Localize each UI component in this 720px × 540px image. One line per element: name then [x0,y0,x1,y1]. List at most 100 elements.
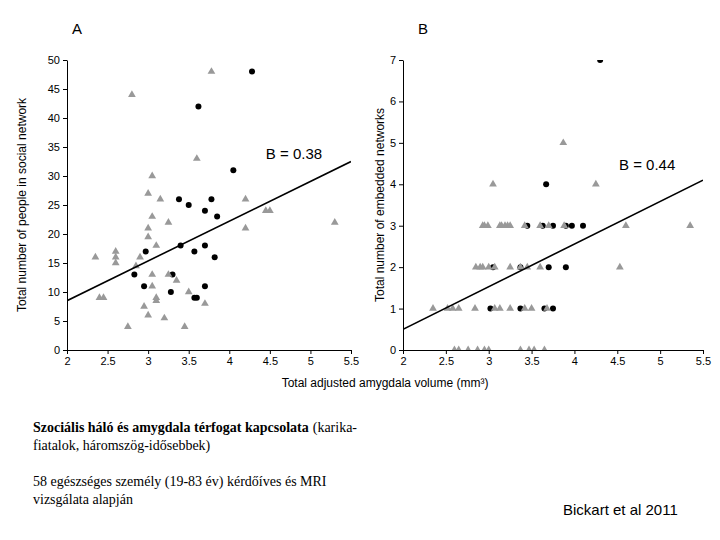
tick-label: 5.5 [344,355,359,367]
point-circle [212,254,218,260]
tick-mark [63,176,67,177]
point-triangle [165,270,173,277]
point-triangle [474,346,482,350]
point-triangle [100,293,108,300]
x-axis-line [404,350,704,351]
point-circle [569,223,575,229]
tick-mark [403,350,404,354]
tick-mark [703,350,704,354]
point-circle [563,264,569,270]
x-axis-line [68,350,352,351]
point-triangle [541,346,549,350]
tick-label: 0 [390,344,396,356]
point-triangle [506,304,514,311]
point-triangle [521,304,529,311]
point-triangle [536,263,544,270]
tick: 2 [400,350,406,367]
tick: 7 [390,54,403,66]
x-axis: 22.533.544.555.5 [64,350,359,367]
tick: 5 [390,137,403,149]
tick-label: 1 [390,303,396,315]
tick-mark [63,292,67,293]
tick-label: 10 [48,286,60,298]
tick-label: 45 [48,83,60,95]
point-triangle [181,322,189,329]
tick: 1 [390,303,403,315]
tick-label: 2 [390,261,396,273]
point-triangle [128,90,136,97]
point-triangle [242,195,250,202]
point-circle [580,223,586,229]
tick-mark [63,147,67,148]
tick-label: 7 [390,54,396,66]
point-triangle [148,282,156,289]
point-triangle [506,221,514,228]
y-axis-line [403,61,404,351]
y-axis-line [67,61,68,351]
x-axis-title: Total adjusted amygdala volume (mm³) [282,376,489,390]
tick-mark [310,350,311,354]
point-triangle [185,288,193,295]
x-axis: 22.533.544.555.5 [400,350,711,367]
tick: 3.5 [524,350,539,367]
point-triangle [521,221,529,228]
point-circle [131,272,137,278]
tick: 45 [48,83,67,95]
point-triangle [136,253,144,260]
regression-line [67,162,351,301]
point-triangle [124,322,132,329]
point-triangle [152,241,160,248]
tick-label: 2.5 [100,355,115,367]
tick: 2 [64,350,70,367]
tick-label: 0 [54,344,60,356]
point-triangle [112,253,120,260]
tick-mark [63,205,67,206]
y-axis-title: Total number of people in social network [15,97,29,312]
tick-mark [399,267,403,268]
tick-mark [399,60,403,61]
point-triangle [266,206,274,213]
tick-label: 4 [572,355,578,367]
caption-line: Szociális háló és amygdala térfogat kapc… [33,420,357,436]
citation: Bickart et al 2011 [563,501,678,518]
point-triangle [491,263,499,270]
tick: 2.5 [100,350,115,367]
tick: 4 [572,350,578,367]
tick-label: 20 [48,228,60,240]
point-circle [208,196,214,202]
point-triangle [429,304,437,311]
tick: 10 [48,286,67,298]
tick-mark [399,226,403,227]
regression-line [403,180,703,329]
point-triangle [560,221,568,228]
point-triangle [144,224,152,231]
tick-mark [399,101,403,102]
point-triangle [156,195,164,202]
tick-label: 5 [658,355,664,367]
tick-label: 15 [48,257,60,269]
tick-mark [63,234,67,235]
tick-mark [63,350,67,351]
tick-label: 2.5 [439,355,454,367]
tick-mark [532,350,533,354]
point-triangle [545,221,553,228]
point-triangle [616,263,624,270]
tick: 3 [390,220,403,232]
tick-label: 4.5 [610,355,625,367]
tick-mark [63,321,67,322]
point-circle [191,248,197,254]
tick: 15 [48,257,67,269]
point-circle [550,306,556,312]
tick-mark [229,350,230,354]
point-circle [214,214,220,220]
plot-area [403,60,703,350]
point-triangle [144,232,152,239]
tick-label: 40 [48,112,60,124]
y-axis: 05101520253035404550 [48,54,68,356]
point-triangle [592,180,600,187]
tick: 2 [390,261,403,273]
point-triangle [559,138,567,145]
tick-label: 25 [48,199,60,211]
tick-mark [617,350,618,354]
tick-mark [446,350,447,354]
